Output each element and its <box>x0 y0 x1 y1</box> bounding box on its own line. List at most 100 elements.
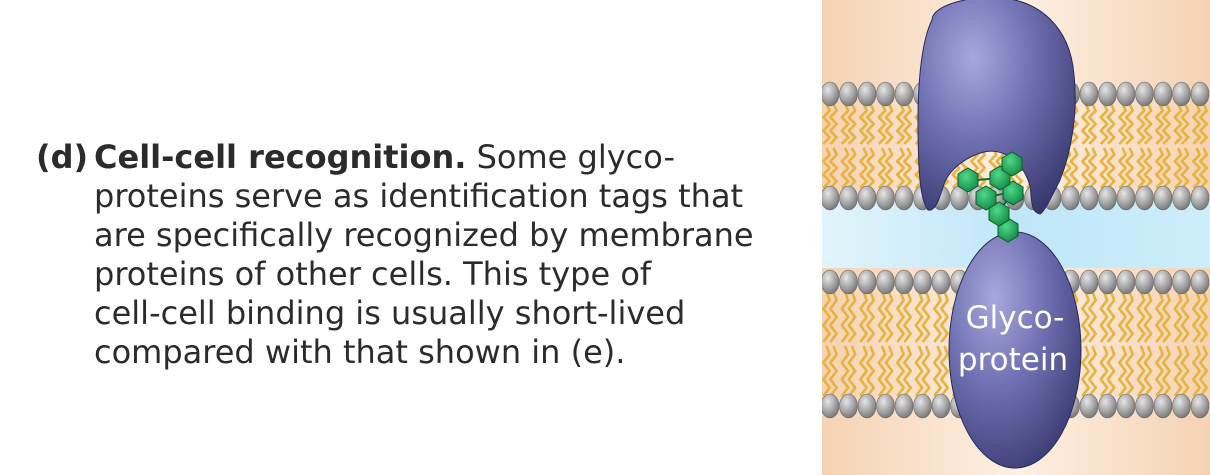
phospholipid-head-icon <box>822 269 840 295</box>
lipid-tail-icon <box>847 147 857 189</box>
phospholipid-head-icon <box>1153 269 1173 295</box>
lipid-tail-icon <box>847 291 857 343</box>
sugar-hexagon <box>957 167 979 193</box>
lipid-tail-icon <box>822 291 831 343</box>
lipid-tail-icon <box>1192 147 1201 189</box>
phospholipid-head-icon <box>1135 81 1154 107</box>
lipid-tail-icon <box>1143 147 1153 189</box>
lipid-tail-icon <box>1180 345 1190 397</box>
lipid-tail-icon <box>1136 103 1146 145</box>
lipid-tail-icon <box>896 147 905 189</box>
lipid-tail-icon <box>859 147 868 189</box>
phospholipid-head-icon <box>876 393 895 419</box>
caption-line-5: cell-cell binding is usually short-lived <box>94 294 686 332</box>
phospholipid-head-icon <box>1098 81 1117 107</box>
lipid-tail-icon <box>884 291 894 343</box>
lipid-tail-icon <box>1069 103 1079 145</box>
lipid-tail-icon <box>840 291 850 343</box>
lipid-tail-icon <box>1106 345 1116 397</box>
lipid-tail-icon <box>1192 345 1201 397</box>
phospholipid-head-icon <box>857 393 877 419</box>
caption-line-3: are specifically recognized by membrane <box>94 216 754 254</box>
membrane-diagram: Glyco- protein <box>822 0 1210 475</box>
phospholipid-head-icon <box>857 185 877 211</box>
phospholipid-head-icon <box>1116 185 1136 211</box>
phospholipid-head-icon <box>1116 393 1136 419</box>
lipid-tail-icon <box>840 103 850 145</box>
lipid-tail-icon <box>1099 147 1109 189</box>
lipid-tail-icon <box>859 345 868 397</box>
lipid-tail-icon <box>847 103 857 145</box>
phospholipid-head-icon <box>1190 269 1210 295</box>
lipid-tail-icon <box>1180 147 1190 189</box>
lipid-tail-icon <box>1081 103 1090 145</box>
lipid-tail-icon <box>884 147 894 189</box>
caption-line-2: proteins serve as identification tags th… <box>94 177 744 215</box>
lipid-tail-icon <box>921 291 931 343</box>
phospholipid-head-icon <box>931 269 951 295</box>
phospholipid-head-icon <box>876 81 895 107</box>
glycoprotein-label-2: protein <box>958 342 1068 378</box>
sugar-hexagon <box>975 185 997 211</box>
lipid-tail-icon <box>877 103 887 145</box>
phospholipid-head-icon <box>894 185 914 211</box>
lipid-tail-icon <box>829 103 838 145</box>
caption: (d) Cell-cell recognition. Some glyco- p… <box>36 138 796 372</box>
lipid-tail-icon <box>903 147 912 189</box>
phospholipid-head-icon <box>1153 81 1173 107</box>
lipid-tail-icon <box>1155 147 1164 189</box>
lipid-tail-icon <box>1173 103 1183 145</box>
lipid-tail-icon <box>1155 345 1164 397</box>
lipid-tail-icon <box>1162 291 1171 343</box>
phospholipid-head-icon <box>1135 185 1154 211</box>
lipid-tail-icon <box>921 345 931 397</box>
lipid-tail-icon <box>847 345 857 397</box>
lipid-tail-icon <box>840 147 850 189</box>
lipid-tail-icon <box>1173 345 1183 397</box>
lipid-tail-icon <box>1199 291 1208 343</box>
lipid-tail-icon <box>884 103 894 145</box>
lipid-tail-icon <box>877 291 887 343</box>
lipid-tail-icon <box>933 345 942 397</box>
lipid-tail-icon <box>1180 103 1190 145</box>
lipid-tail-icon <box>1199 147 1208 189</box>
lipid-tail-icon <box>1088 291 1097 343</box>
caption-line-1: Cell-cell recognition. Some glyco- <box>94 138 796 177</box>
lipid-tail-icon <box>914 345 924 397</box>
lipid-tail-icon <box>1118 345 1127 397</box>
phospholipid-head-icon <box>876 185 895 211</box>
lipid-tail-icon <box>1143 103 1153 145</box>
caption-line-6: compared with that shown in (e). <box>94 333 626 371</box>
lipid-tail-icon <box>1081 291 1090 343</box>
phospholipid-head-icon <box>1190 185 1210 211</box>
lipid-tail-icon <box>1081 147 1090 189</box>
lipid-tail-icon <box>1136 345 1146 397</box>
phospholipid-head-icon <box>1116 81 1136 107</box>
phospholipid-head-icon <box>1079 81 1099 107</box>
lipid-tail-icon <box>1099 291 1109 343</box>
lipid-tail-icon <box>822 147 831 189</box>
lipid-tail-icon <box>822 345 831 397</box>
panel-label: (d) <box>36 138 89 176</box>
lipid-tail-icon <box>940 291 949 343</box>
phospholipid-head-icon <box>1098 393 1117 419</box>
lipid-tail-icon <box>829 291 838 343</box>
lipid-tail-icon <box>829 147 838 189</box>
carbohydrate-chain-icon <box>957 151 1024 243</box>
lipid-tail-icon <box>1136 147 1146 189</box>
lipid-tail-icon <box>1173 291 1183 343</box>
lipid-tail-icon <box>859 103 868 145</box>
phospholipid-head-icon <box>1079 269 1099 295</box>
lipid-tail-icon <box>1125 147 1134 189</box>
phospholipid-head-icon <box>1061 185 1080 211</box>
phospholipid-head-icon <box>1190 81 1210 107</box>
lipid-tail-icon <box>1125 291 1134 343</box>
phospholipid-head-icon <box>1172 185 1191 211</box>
lipid-tail-icon <box>1081 345 1090 397</box>
lipid-tail-icon <box>829 345 838 397</box>
lipid-tail-icon <box>903 103 912 145</box>
phospholipid-head-icon <box>857 269 877 295</box>
phospholipid-head-icon <box>1116 269 1136 295</box>
phospholipid-head-icon <box>1079 393 1099 419</box>
caption-heading: Cell-cell recognition. <box>94 138 467 176</box>
